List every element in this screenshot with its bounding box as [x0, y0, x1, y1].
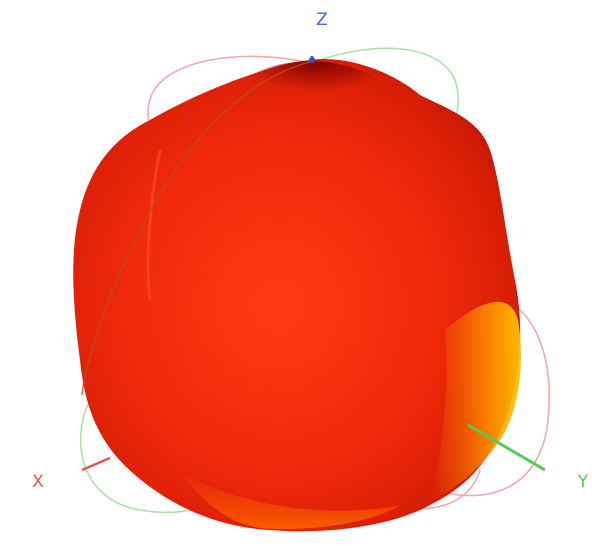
z-axis-tip: [309, 57, 315, 63]
radiation-lobe: [73, 59, 521, 532]
z-axis-label: Z: [316, 10, 328, 30]
y-axis-line: [467, 423, 546, 472]
axis-lines: [81, 56, 546, 472]
x-axis-label: X: [32, 472, 44, 492]
x-axis-line: [81, 456, 111, 472]
y-axis-label: Y: [577, 472, 589, 492]
